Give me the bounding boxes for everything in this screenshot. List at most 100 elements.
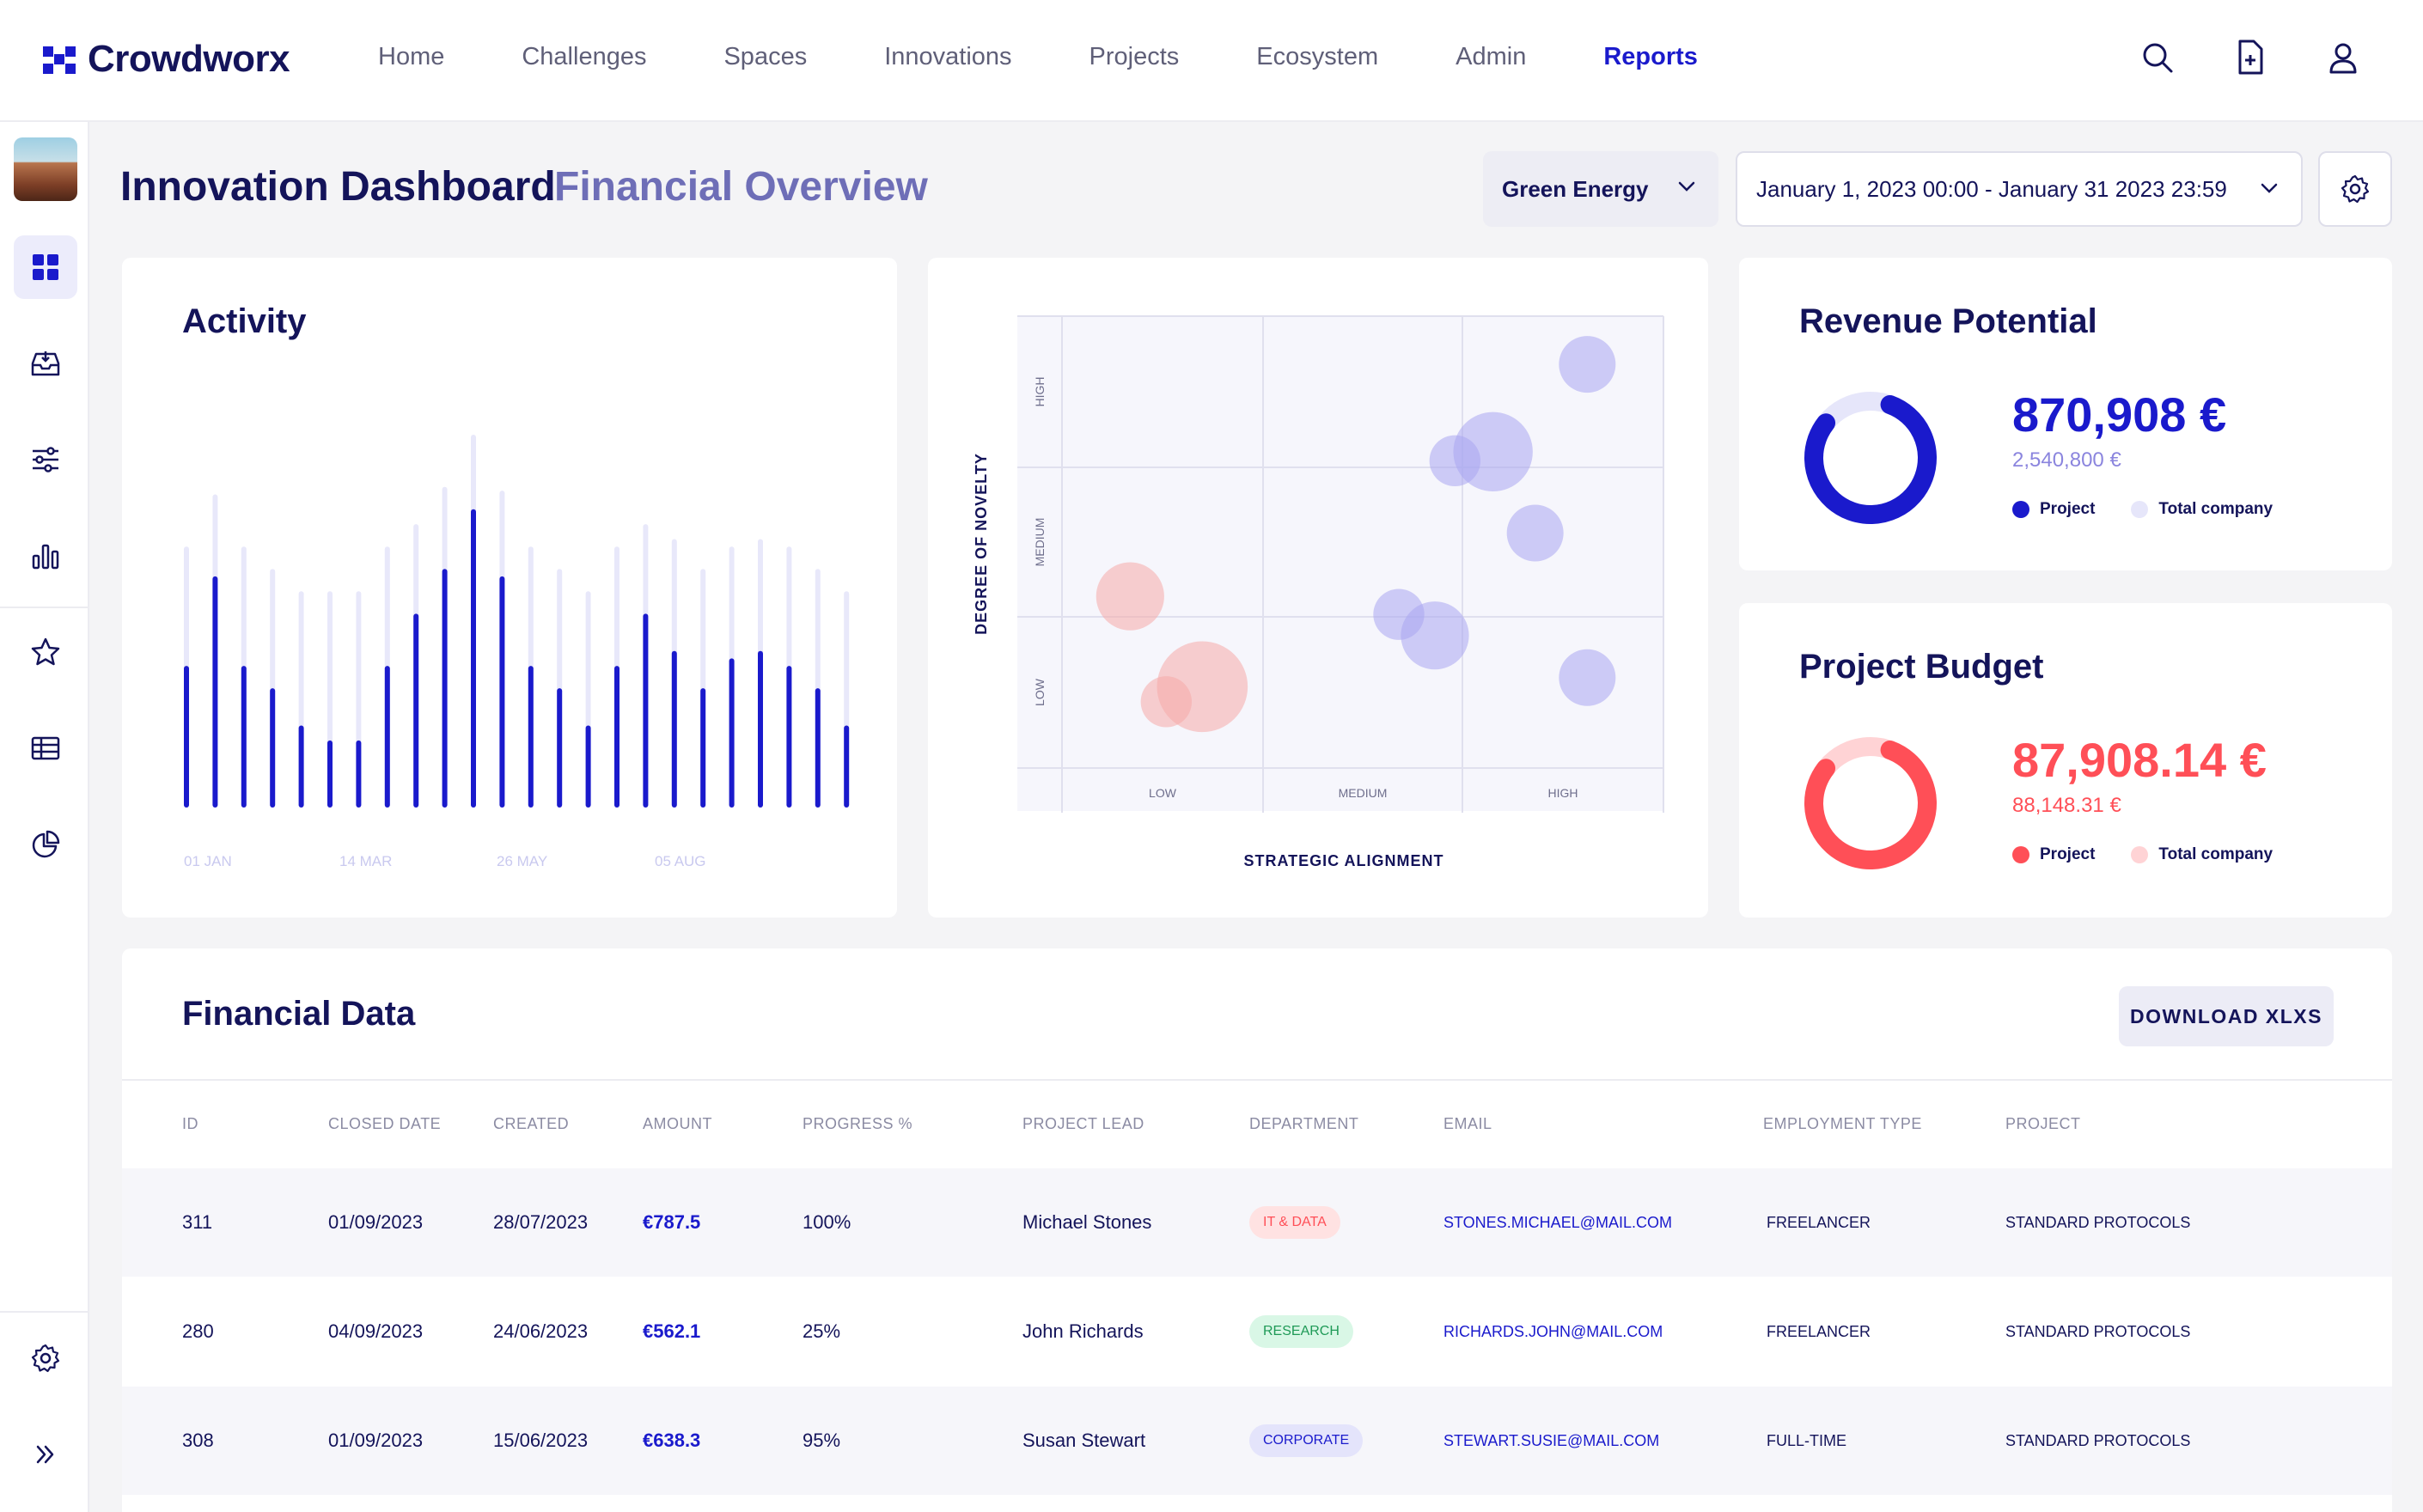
nav-innovations[interactable]: Innovations	[884, 43, 1012, 70]
category-filter-select[interactable]: Green Energy	[1483, 151, 1718, 227]
cell-email[interactable]: STONES.MICHAEL@MAIL.COM	[1443, 1213, 1672, 1231]
search-icon[interactable]	[2138, 38, 2177, 77]
activity-bar-project	[614, 666, 619, 808]
nav-projects[interactable]: Projects	[1089, 43, 1180, 70]
cell-project: STANDARD PROTOCOLS	[2005, 1322, 2191, 1340]
department-badge: CORPORATE	[1249, 1424, 1364, 1457]
donut-project-arc	[1804, 737, 1937, 869]
table-row[interactable]: 311 01/09/2023 28/07/2023 €787.5 100% Michael…	[122, 1168, 2392, 1277]
column-header[interactable]: AMOUNT	[643, 1115, 712, 1132]
inbox-icon[interactable]	[14, 332, 77, 395]
activity-x-tick: 01 JAN	[184, 853, 232, 869]
sliders-icon[interactable]	[14, 428, 77, 491]
column-header[interactable]: CREATED	[493, 1115, 570, 1132]
cell-created: 24/06/2023	[493, 1320, 589, 1342]
department-badge: RESEARCH	[1249, 1315, 1353, 1348]
cell-email[interactable]: RICHARDS.JOHN@MAIL.COM	[1443, 1322, 1663, 1340]
activity-bar-project	[585, 725, 591, 808]
expand-icon[interactable]	[14, 1423, 77, 1486]
cell-created: 15/06/2023	[493, 1430, 589, 1451]
revenue-title: Revenue Potential	[1799, 302, 2097, 340]
bubble	[1506, 504, 1564, 562]
column-header[interactable]: PROJECT LEAD	[1022, 1115, 1144, 1132]
legend-label-total: Total company	[2158, 845, 2273, 863]
main-nav: Home Challenges Spaces Innovations Proje…	[378, 43, 1775, 71]
scatter-x-label: STRATEGIC ALIGNMENT	[1244, 852, 1444, 869]
bubble	[1559, 336, 1616, 393]
activity-bar-project	[643, 613, 649, 808]
project-budget-card: Project Budget 87,908.14 € 88,148.31 € P…	[1739, 603, 2392, 918]
column-header[interactable]: ID	[182, 1115, 198, 1132]
cell-department: CORPORATE	[1249, 1387, 1364, 1495]
scatter-y-tick: LOW	[1033, 678, 1047, 706]
bar-chart-icon[interactable]	[14, 524, 77, 588]
budget-donut-chart	[1804, 737, 1937, 869]
activity-bar-project	[786, 666, 792, 808]
date-range-select[interactable]: January 1, 2023 00:00 - January 31 2023 …	[1736, 151, 2303, 227]
cell-progress: 100%	[803, 1211, 851, 1233]
bubble	[1096, 562, 1164, 631]
new-document-icon[interactable]	[2231, 38, 2270, 77]
nav-home[interactable]: Home	[378, 43, 445, 70]
column-header[interactable]: PROGRESS %	[803, 1115, 913, 1132]
table-row[interactable]: 280 04/09/2023 24/06/2023 €562.1 25% John Ric…	[122, 1277, 2392, 1386]
bubble	[1559, 649, 1616, 706]
budget-legend: Project Total company	[2012, 845, 2309, 864]
activity-bar-project	[212, 576, 218, 808]
nav-admin[interactable]: Admin	[1456, 43, 1527, 70]
activity-x-tick: 26 MAY	[497, 853, 547, 869]
legend-label-total: Total company	[2158, 500, 2273, 518]
page-title: Innovation Dashboard	[120, 164, 556, 210]
column-header[interactable]: CLOSED DATE	[328, 1115, 442, 1132]
nav-challenges[interactable]: Challenges	[522, 43, 647, 70]
chevron-down-icon	[1678, 181, 1695, 192]
category-filter-value: Green Energy	[1502, 175, 1649, 202]
donut-project-arc	[1804, 392, 1937, 524]
bubble	[1140, 676, 1193, 728]
revenue-donut-chart	[1804, 392, 1937, 524]
cell-employment-type: FREELANCER	[1767, 1322, 1871, 1340]
activity-bar-project	[384, 666, 390, 808]
column-header[interactable]: DEPARTMENT	[1249, 1115, 1359, 1132]
cell-id: 311	[182, 1211, 213, 1233]
legend-dot-total	[2131, 846, 2149, 863]
download-xlsx-button[interactable]: DOWNLOAD XLXS	[2119, 986, 2334, 1046]
cell-id: 280	[182, 1320, 214, 1342]
novelty-alignment-card: LOW MEDIUM HIGH LOW MEDIUM HIGH STRATEGIC ALIG…	[928, 258, 1708, 918]
avatar[interactable]	[14, 137, 77, 201]
scatter-y-tick: MEDIUM	[1033, 518, 1047, 567]
settings-icon[interactable]	[14, 1326, 77, 1390]
user-icon[interactable]	[2323, 38, 2363, 77]
pie-chart-icon[interactable]	[14, 813, 77, 876]
nav-ecosystem[interactable]: Ecosystem	[1256, 43, 1379, 70]
table-icon[interactable]	[14, 716, 77, 780]
legend-label-project: Project	[2040, 500, 2096, 518]
scatter-y-tick: HIGH	[1033, 377, 1047, 407]
dashboard-settings-button[interactable]	[2318, 151, 2392, 227]
star-icon[interactable]	[14, 620, 77, 684]
column-header[interactable]: EMPLOYMENT TYPE	[1763, 1115, 1922, 1132]
cell-progress: 95%	[803, 1430, 841, 1451]
activity-bar-project	[442, 569, 448, 808]
legend-label-project: Project	[2040, 845, 2096, 863]
cell-amount: €787.5	[643, 1211, 701, 1233]
activity-bar-project	[270, 688, 276, 808]
column-header[interactable]: EMAIL	[1443, 1115, 1492, 1132]
activity-bar-project	[758, 650, 763, 808]
cell-department: RESEARCH	[1249, 1277, 1353, 1386]
column-header[interactable]: PROJECT	[2005, 1115, 2081, 1132]
table-row[interactable]: 308 01/09/2023 15/06/2023 €638.3 95% Susan St…	[122, 1387, 2392, 1495]
cell-email[interactable]: STEWART.SUSIE@MAIL.COM	[1443, 1431, 1660, 1449]
cell-closed-date: 01/09/2023	[328, 1211, 424, 1233]
top-navigation-bar: Crowdworx Home Challenges Spaces Innovat…	[0, 0, 2423, 122]
activity-bar-project	[471, 509, 476, 808]
budget-title: Project Budget	[1799, 648, 2044, 686]
cell-project-lead: John Richards	[1022, 1320, 1144, 1342]
gear-icon	[2341, 174, 2370, 204]
brand-logo[interactable]: Crowdworx	[43, 38, 290, 81]
dashboard-icon[interactable]	[14, 235, 77, 299]
revenue-legend: Project Total company	[2012, 500, 2309, 519]
nav-reports[interactable]: Reports	[1603, 43, 1698, 70]
activity-bar-project	[241, 666, 247, 808]
nav-spaces[interactable]: Spaces	[723, 43, 808, 70]
